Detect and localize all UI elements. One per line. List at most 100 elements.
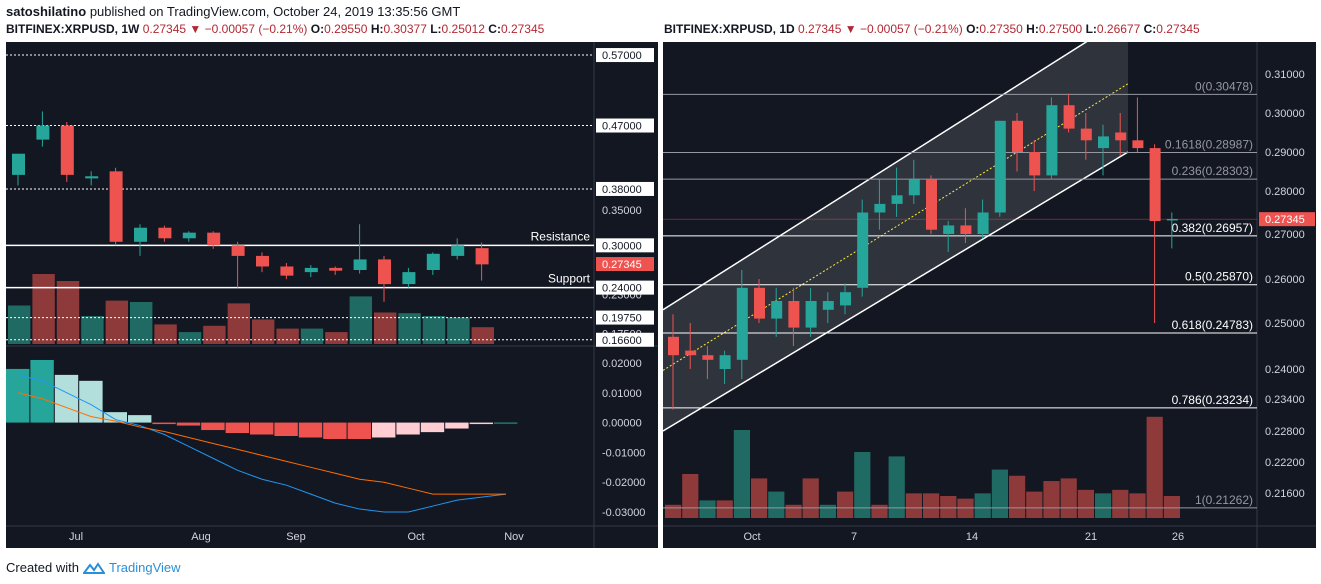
volume-bar	[871, 504, 888, 518]
candle-body	[451, 245, 465, 256]
candle-body	[874, 203, 886, 213]
ascending-channel-fill	[663, 42, 1128, 431]
macd-histogram-bar	[494, 422, 518, 424]
daily-chart[interactable]: 0.31000 0.30000 0.29000 0.28000 0.27000 0.260…	[663, 42, 1316, 548]
level-tag-bg	[596, 238, 654, 253]
level-annotation: Resistance	[531, 229, 591, 243]
candle-body	[1012, 120, 1023, 152]
volume-bar	[888, 456, 905, 518]
volume-bar	[1163, 496, 1180, 518]
candle-body	[134, 227, 147, 242]
volume-bar	[325, 332, 348, 344]
x-tick-label: 26	[1172, 531, 1184, 543]
volume-bar	[768, 491, 785, 518]
candle-body	[182, 232, 196, 239]
left-last-price: 0.27345	[142, 22, 187, 36]
tradingview-brand[interactable]: TradingView	[108, 560, 181, 575]
macd-histogram-bar	[176, 422, 201, 426]
candle-body	[1046, 105, 1058, 176]
macd-histogram-bar	[469, 422, 493, 425]
candle-body	[85, 176, 99, 179]
macd-histogram-bar	[225, 422, 249, 434]
y-tick-label: 0.22200	[1265, 457, 1305, 469]
last-price-tag-bg	[596, 257, 654, 272]
volume-bar	[837, 491, 854, 518]
volume-bar	[905, 493, 922, 518]
author-name[interactable]: satoshilatino	[6, 4, 87, 19]
volume-bar	[81, 316, 104, 344]
y-tick-label: 0.23400	[1265, 394, 1305, 406]
weekly-chart[interactable]: 0.350000.300000.273450.230000.175000.570…	[6, 42, 658, 548]
volume-bar	[785, 504, 802, 518]
volume-bar	[819, 504, 836, 518]
level-tag-label: 0.24000	[602, 283, 642, 295]
level-tag-label: 0.47000	[602, 121, 642, 133]
fib-level-label: 1(0.21262)	[1195, 493, 1253, 507]
x-tick-label: Oct	[407, 531, 424, 543]
level-tag-bg	[596, 280, 654, 295]
right-close: 0.27345	[1156, 22, 1200, 36]
level-tag-bg	[596, 48, 654, 63]
volume-bar	[682, 474, 699, 518]
macd-histogram-bar	[445, 422, 469, 429]
candle-body	[960, 225, 972, 234]
volume-bar	[398, 313, 421, 344]
macd-y-tick-label: 0.00000	[602, 418, 642, 430]
volume-bar	[178, 332, 202, 344]
tradingview-logo-icon	[82, 561, 105, 574]
macd-histogram-bar	[274, 422, 298, 436]
right-last-price: 0.27345	[798, 22, 842, 36]
fib-level-label: 0.382(0.26957)	[1172, 221, 1253, 235]
macd-y-tick-label: -0.01000	[602, 447, 645, 459]
macd-histogram-bar	[201, 422, 225, 431]
channel-median-line	[663, 83, 1129, 371]
candle-body	[256, 255, 269, 267]
created-with-text: Created with	[6, 560, 79, 575]
candle-body	[1063, 105, 1075, 129]
y-tick-label: 0.22800	[1265, 426, 1305, 438]
y-tick-label: 0.26000	[1265, 274, 1305, 286]
y-tick-label: 0.30000	[1265, 108, 1305, 120]
last-price-tag: 0.27345	[602, 259, 642, 271]
volume-bar	[130, 302, 153, 344]
candle-body	[857, 212, 869, 288]
level-tag-bg	[596, 118, 654, 133]
candle-body	[702, 355, 714, 360]
y-tick-label: 0.27000	[1265, 229, 1305, 241]
volume-bar	[56, 281, 80, 344]
x-tick-label: Nov	[504, 531, 524, 543]
y-tick-label: 0.29000	[1265, 147, 1305, 159]
volume-bar	[8, 305, 31, 344]
candle-body	[1098, 136, 1109, 149]
chart-background	[663, 42, 1316, 548]
level-tag-bg	[596, 181, 654, 196]
candle-body	[822, 301, 834, 310]
candle-body	[109, 171, 123, 242]
macd-histogram-bar	[30, 359, 54, 423]
volume-bar	[1026, 491, 1043, 518]
fib-level-label: 0.236(0.28303)	[1172, 164, 1253, 178]
macd-histogram-bar	[128, 415, 152, 423]
macd-y-tick-label: 0.02000	[602, 358, 642, 370]
volume-bar	[1095, 493, 1112, 518]
x-tick-label: Oct	[743, 531, 760, 543]
candle-body	[1166, 218, 1178, 221]
candle-body	[402, 272, 416, 285]
volume-bar	[1112, 489, 1129, 518]
left-open: 0.29550	[324, 22, 368, 36]
y-tick-label: 0.31000	[1265, 69, 1305, 81]
left-symbol: BITFINEX:XRPUSD, 1W	[6, 22, 140, 36]
left-low: 0.25012	[441, 22, 485, 36]
volume-bar	[923, 493, 940, 518]
candle-body	[788, 301, 800, 328]
level-tag-bg	[596, 310, 654, 325]
candle-body	[1115, 132, 1127, 141]
level-tag-label: 0.16600	[602, 335, 642, 347]
volume-bar	[154, 324, 177, 344]
y-tick-label: 0.24000	[1265, 364, 1305, 376]
macd-histogram-bar	[347, 422, 371, 439]
y-tick-label: 0.35000	[602, 205, 642, 217]
volume-bar	[1146, 416, 1163, 518]
candle-body	[36, 125, 50, 140]
macd-histogram-bar	[103, 412, 127, 423]
